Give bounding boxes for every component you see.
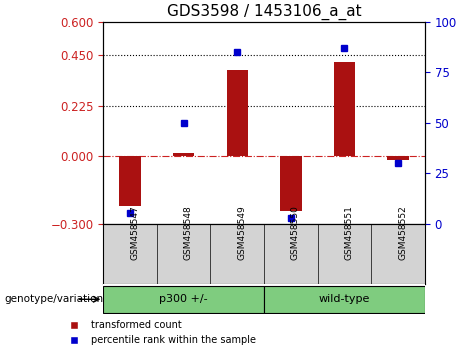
Text: GSM458549: GSM458549 (237, 205, 246, 260)
Text: GSM458551: GSM458551 (344, 205, 354, 260)
Bar (226, 70, 248, 156)
Legend: transformed count, percentile rank within the sample: transformed count, percentile rank withi… (60, 316, 260, 349)
Title: GDS3598 / 1453106_a_at: GDS3598 / 1453106_a_at (167, 4, 361, 21)
Text: p300 +/-: p300 +/- (160, 294, 208, 304)
Bar (334, 62, 355, 156)
Text: GSM458548: GSM458548 (183, 205, 193, 260)
Bar (173, 153, 195, 156)
Text: GSM458552: GSM458552 (398, 205, 407, 260)
FancyBboxPatch shape (264, 286, 425, 313)
Text: GSM458550: GSM458550 (291, 205, 300, 260)
Text: genotype/variation: genotype/variation (4, 294, 103, 304)
Bar (280, 156, 301, 211)
Text: GSM458547: GSM458547 (130, 205, 139, 260)
Text: wild-type: wild-type (319, 294, 370, 304)
Bar (119, 156, 141, 206)
FancyBboxPatch shape (103, 286, 264, 313)
Bar (387, 156, 409, 160)
